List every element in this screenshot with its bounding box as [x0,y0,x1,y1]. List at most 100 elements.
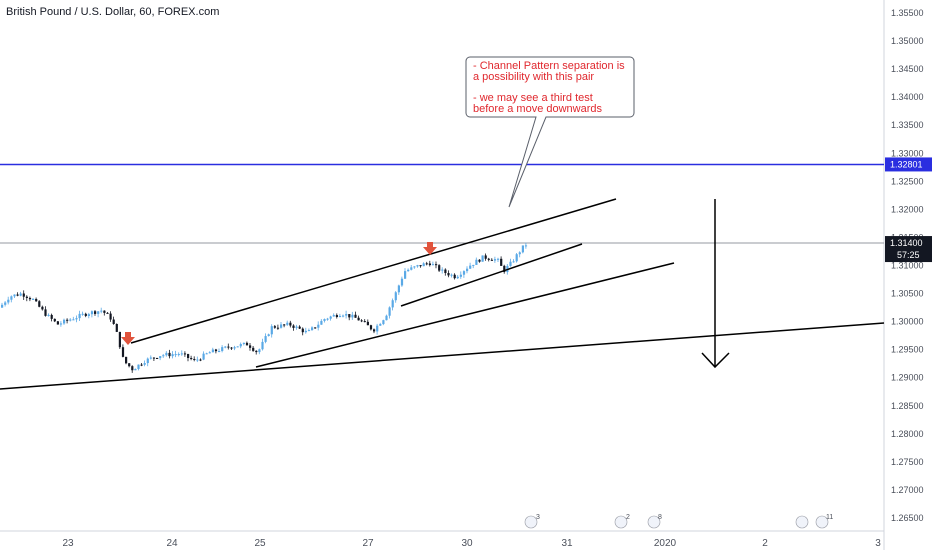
candle-body [376,325,379,332]
candle-body [289,322,292,326]
y-tick-label: 1.29000 [891,373,924,383]
candle-body [165,352,168,356]
x-tick-label: 31 [561,538,573,549]
horizontal-level-label: 1.32801 [885,157,932,172]
candle-body [326,318,329,320]
y-tick-label: 1.31000 [891,261,924,271]
candle-body [456,276,459,279]
candle-body [320,320,323,325]
candle-body [487,258,490,260]
x-axis-ticks: 23 24 25 27 30 31 2020 2 3 [62,538,881,549]
y-tick-label: 1.30500 [891,289,924,299]
y-tick-label: 1.34000 [891,92,924,102]
y-tick-label: 1.34500 [891,64,924,74]
callout-box[interactable] [465,56,635,208]
candle-body [524,245,528,247]
candle-body [518,252,521,255]
lower-channel-line[interactable] [255,262,675,368]
candle-body [249,345,252,348]
price-axis[interactable] [884,0,932,550]
candle-body [348,314,351,318]
candle-body [391,300,394,308]
candle-body [298,326,301,329]
candle-body [338,315,342,317]
candle-body [490,259,493,261]
candle-body [385,315,388,321]
candle-body [233,347,236,349]
candle-body [332,315,335,317]
candle-body [444,269,447,274]
y-tick-label: 1.32500 [891,176,924,186]
upper-channel-line[interactable] [130,198,617,344]
candle-body [466,268,469,272]
event-count-1: 3 [536,514,540,521]
event-markers[interactable]: 3 2 8 11 [524,514,833,529]
candle-body [441,269,444,271]
candle-body [112,319,115,324]
candle-body [422,263,425,267]
candle-body [307,330,311,332]
candle-body [190,357,193,359]
candle-body [419,265,422,267]
y-tick-label: 1.35500 [891,8,924,18]
candle-body [503,265,506,273]
candle-body [447,273,450,276]
svg-text:1.32801: 1.32801 [890,159,923,169]
candle-body [360,320,363,322]
candle-body [245,342,249,346]
candle-body [128,363,131,367]
candle-body [28,297,32,300]
candle-body [174,354,177,356]
y-tick-label: 1.33000 [891,148,924,158]
candle-body [214,349,218,352]
callout-line-1: - Channel Pattern separation is [473,60,625,72]
candle-body [134,368,137,371]
callout-line-4: before a move downwards [473,103,603,115]
candle-body [56,321,59,325]
candle-body [462,271,466,275]
candle-body [230,347,233,349]
candle-body [435,264,438,266]
x-tick-label: 24 [166,538,178,549]
gb-flag-icon [795,515,809,529]
candle-body [425,263,428,265]
candle-body [16,294,19,296]
candle-body [183,353,187,355]
candle-body [472,264,475,266]
candle-body [25,296,28,298]
candle-body [242,342,245,345]
callout-text: - Channel Pattern separation is a possib… [466,57,634,117]
candle-body [208,352,211,354]
candle-body [109,313,112,320]
long-support-line[interactable] [0,322,885,390]
candle-body [137,364,140,369]
candle-body [407,269,410,272]
callout-line-3: - we may see a third test [473,92,593,104]
y-tick-label: 1.28500 [891,401,924,411]
candle-body [121,347,125,357]
down-arrow[interactable] [701,199,730,369]
candle-body [53,318,56,322]
candle-body [94,311,97,314]
candle-body [59,323,63,325]
candle-body [261,341,264,350]
svg-text:57:25: 57:25 [897,250,920,260]
candle-body [177,354,180,356]
candle-body [115,323,118,332]
candle-body [227,346,230,348]
candle-body [47,314,50,316]
candle-body [354,314,357,318]
candle-body [180,353,183,355]
candle-body [267,334,270,337]
candle-body [357,317,360,321]
candle-body [218,351,221,353]
candle-body [304,330,307,333]
inner-channel-line[interactable] [400,243,583,307]
candle-body [239,344,242,347]
candle-body [342,315,345,317]
x-tick-label: 25 [254,538,266,549]
candle-body [450,274,453,276]
candle-body [311,327,314,331]
y-tick-label: 1.35000 [891,36,924,46]
